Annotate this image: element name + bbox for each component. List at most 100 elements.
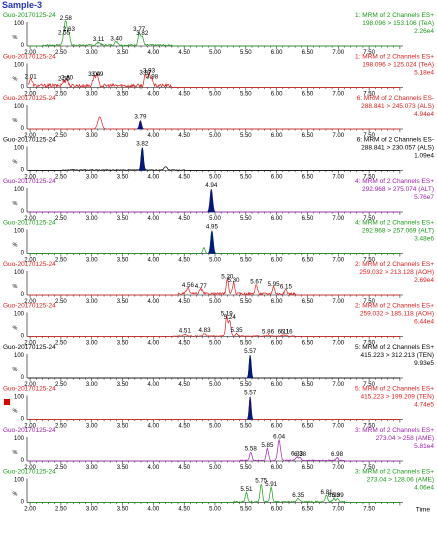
x-tick-label: 2.50 xyxy=(55,258,67,264)
sample-name: Guo-20170125-24 xyxy=(3,54,56,61)
x-tick-label: 6.50 xyxy=(302,175,314,181)
y-tick-label: 100 xyxy=(14,21,25,27)
trace-line xyxy=(28,189,400,213)
trace-line xyxy=(28,483,400,504)
x-tick-label: 5.00 xyxy=(209,299,221,305)
x-tick-label: 2.50 xyxy=(55,216,67,222)
x-tick-label: 3.00 xyxy=(86,507,98,513)
x-tick-label: 4.50 xyxy=(178,258,190,264)
x-tick-label: 3.50 xyxy=(117,299,129,305)
peak-label: 6.81 xyxy=(321,489,334,496)
intensity-label: 6.44e4 xyxy=(414,319,434,326)
y-tick-label: 100 xyxy=(14,229,25,235)
y-tick-label: 0 xyxy=(21,417,25,423)
x-tick-label: 4.00 xyxy=(148,465,160,471)
x-tick-label: 6.50 xyxy=(302,299,314,305)
peak-label: 3.87 xyxy=(139,70,152,77)
x-tick-label: 3.00 xyxy=(86,382,98,388)
channel-label: 1: MRM of 2 Channels ES+ xyxy=(355,54,434,61)
transition-label: 292.968 > 257.069 (ALT) xyxy=(362,228,434,235)
x-tick-label: 6.50 xyxy=(302,341,314,347)
x-tick-label: 5.50 xyxy=(240,341,252,347)
x-tick-label: 6.00 xyxy=(271,341,283,347)
y-axis-label: % xyxy=(13,35,18,41)
y-tick-label: 0 xyxy=(21,375,25,381)
x-tick-label: 3.50 xyxy=(117,465,129,471)
peak-label: 3.82 xyxy=(136,30,149,37)
x-tick-label: 6.00 xyxy=(271,424,283,430)
intensity-label: 2.69e4 xyxy=(414,277,434,284)
peak-label: 4.94 xyxy=(205,182,218,189)
y-tick-label: 100 xyxy=(14,436,25,442)
intensity-label: 5.76e7 xyxy=(414,194,434,201)
integrated-peak xyxy=(138,147,146,171)
x-tick-label: 3.50 xyxy=(117,216,129,222)
trace-line xyxy=(28,355,400,379)
peak-label: 5.75 xyxy=(255,478,268,485)
peak-label: 5.57 xyxy=(244,348,257,355)
x-tick-label: 6.50 xyxy=(302,507,314,513)
x-tick-label: 4.50 xyxy=(178,382,190,388)
x-tick-label: 7.00 xyxy=(332,175,344,181)
x-tick-label: 6.50 xyxy=(302,133,314,139)
peak-label: 6.33 xyxy=(291,450,304,457)
peak-label: 5.95 xyxy=(268,281,281,288)
x-tick-label: 7.50 xyxy=(363,299,375,305)
x-tick-label: 7.50 xyxy=(363,507,375,513)
x-tick-label: 7.50 xyxy=(363,216,375,222)
sample-name: Guo-20170125-24 xyxy=(3,303,56,310)
peak-label: 5.85 xyxy=(261,442,274,449)
intensity-label: 1.09e4 xyxy=(414,153,434,160)
y-axis-label: % xyxy=(13,367,18,373)
peak-label: 6.15 xyxy=(280,284,293,291)
y-tick-label: 0 xyxy=(21,126,25,132)
x-tick-label: 7.50 xyxy=(363,424,375,430)
x-tick-label: 4.00 xyxy=(148,175,160,181)
x-tick-label: 4.00 xyxy=(148,92,160,98)
y-tick-label: 100 xyxy=(14,187,25,193)
x-tick-label: 5.50 xyxy=(240,175,252,181)
x-tick-label: 5.00 xyxy=(209,175,221,181)
x-tick-label: 4.50 xyxy=(178,175,190,181)
x-tick-label: 5.00 xyxy=(209,216,221,222)
y-tick-label: 100 xyxy=(14,353,25,359)
x-tick-label: 2.00 xyxy=(24,382,36,388)
x-tick-label: 5.50 xyxy=(240,382,252,388)
sample-name: Guo-20170125-24 xyxy=(3,137,56,144)
x-tick-label: 3.00 xyxy=(86,341,98,347)
peak-label: 3.82 xyxy=(136,141,149,148)
x-tick-label: 2.00 xyxy=(24,258,36,264)
x-tick-label: 3.00 xyxy=(86,216,98,222)
x-tick-label: 2.00 xyxy=(24,507,36,513)
x-tick-label: 3.50 xyxy=(117,258,129,264)
peak-label: 3.98 xyxy=(146,73,159,80)
sample-name: Guo-20170125-24 xyxy=(3,220,56,227)
x-tick-label: 6.50 xyxy=(302,382,314,388)
peak-label: 2.58 xyxy=(60,15,73,22)
x-tick-label: 2.50 xyxy=(55,424,67,430)
intensity-label: 9.93e5 xyxy=(414,360,434,367)
x-tick-label: 3.50 xyxy=(117,50,129,56)
x-tick-label: 5.50 xyxy=(240,424,252,430)
peak-label: 6.35 xyxy=(292,492,305,499)
x-tick-label: 4.50 xyxy=(178,341,190,347)
x-tick-label: 3.00 xyxy=(86,258,98,264)
peak-label: 6.93 xyxy=(328,492,341,499)
x-tick-label: 6.00 xyxy=(271,299,283,305)
x-tick-label: 3.50 xyxy=(117,507,129,513)
trace-line xyxy=(28,396,400,420)
transition-label: 259.032 > 213.128 (AOH) xyxy=(359,269,434,276)
channel-label: 4: MRM of 2 Channels ES+ xyxy=(355,178,434,185)
x-tick-label: 2.00 xyxy=(24,299,36,305)
x-tick-label: 4.00 xyxy=(148,507,160,513)
trace-line xyxy=(27,71,400,89)
sample-title: Sample-3 xyxy=(2,0,43,10)
x-tick-label: 5.00 xyxy=(209,507,221,513)
trace-line xyxy=(28,147,400,172)
x-tick-label: 5.50 xyxy=(240,50,252,56)
x-tick-label: 2.00 xyxy=(24,424,36,430)
x-tick-label: 6.50 xyxy=(302,424,314,430)
x-tick-label: 3.50 xyxy=(117,424,129,430)
x-tick-label: 2.50 xyxy=(55,175,67,181)
peak-label: 3.40 xyxy=(110,35,123,42)
